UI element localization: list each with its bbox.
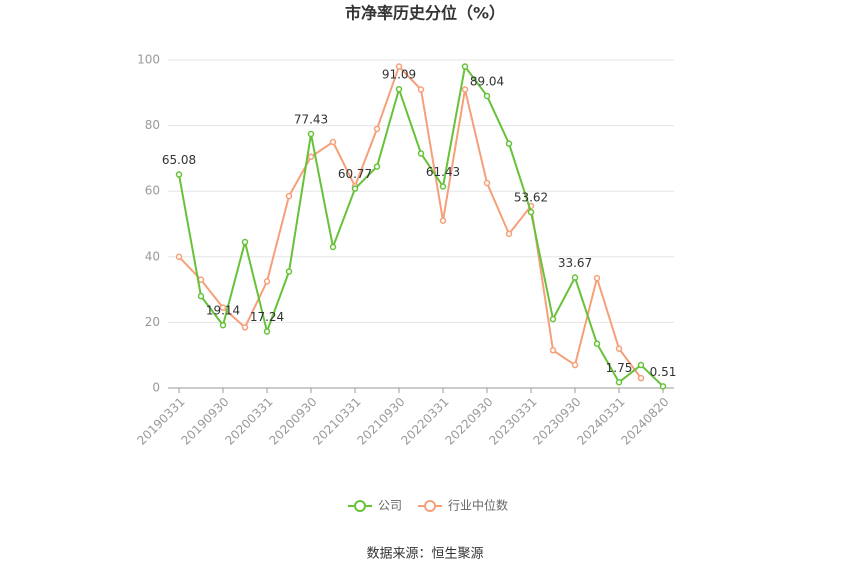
point xyxy=(483,179,491,187)
data-label: 91.09 xyxy=(382,68,416,82)
point xyxy=(417,86,425,93)
data-label: 89.04 xyxy=(470,74,504,88)
series-line xyxy=(178,64,664,388)
point xyxy=(571,274,579,281)
point xyxy=(549,315,557,323)
point xyxy=(219,321,227,329)
point xyxy=(637,374,645,382)
data-label: 60.77 xyxy=(338,167,372,181)
point xyxy=(395,63,403,70)
point xyxy=(351,185,359,192)
point xyxy=(527,208,535,216)
point xyxy=(483,92,491,100)
source: 数据来源：恒生聚源 xyxy=(366,547,483,562)
point xyxy=(373,125,381,133)
data-label: 17.24 xyxy=(250,310,284,324)
point xyxy=(197,292,205,300)
legend-marker xyxy=(424,500,437,512)
point xyxy=(659,383,667,390)
point xyxy=(615,345,623,352)
point xyxy=(263,328,271,335)
point xyxy=(417,150,425,157)
y-tick-label: 40 xyxy=(145,249,160,263)
data-label: 1.75 xyxy=(606,361,633,375)
point xyxy=(175,253,183,261)
point xyxy=(505,230,513,238)
point xyxy=(637,361,645,369)
y-tick-label: 100 xyxy=(137,53,160,67)
point xyxy=(263,278,271,285)
data-label: 33.67 xyxy=(558,256,592,270)
point xyxy=(285,268,293,275)
point xyxy=(329,243,337,251)
point xyxy=(439,217,447,224)
point xyxy=(175,171,183,178)
y-tick-label: 80 xyxy=(145,118,160,132)
data-label: 0.51 xyxy=(650,365,677,379)
data-label: 77.43 xyxy=(294,113,328,127)
point xyxy=(439,183,447,190)
point xyxy=(307,153,315,161)
point xyxy=(285,192,293,200)
point xyxy=(461,86,469,93)
series-line xyxy=(178,64,642,379)
point xyxy=(395,85,403,93)
legend-label: 行业中位数 xyxy=(448,498,508,513)
point xyxy=(571,361,579,369)
x-tick-label: 20240820 xyxy=(619,395,672,448)
data-label: 19.14 xyxy=(206,304,240,318)
data-label: 53.62 xyxy=(514,191,548,205)
point xyxy=(461,63,469,70)
point xyxy=(593,274,601,282)
point xyxy=(373,163,381,170)
point xyxy=(593,340,601,347)
data-label: 65.08 xyxy=(162,153,196,167)
point xyxy=(549,347,557,354)
point xyxy=(219,304,227,311)
point xyxy=(307,130,315,138)
y-tick-label: 0 xyxy=(152,381,160,395)
data-label: 61.43 xyxy=(426,165,460,179)
point xyxy=(241,324,249,331)
legend-marker xyxy=(354,500,366,512)
y-tick-label: 60 xyxy=(145,184,160,198)
point xyxy=(505,140,513,147)
point xyxy=(241,238,249,246)
y-tick-label: 20 xyxy=(145,315,160,329)
chart-title: 市净率历史分位（%） xyxy=(345,4,505,23)
legend-label: 公司 xyxy=(378,499,402,513)
point xyxy=(615,379,623,386)
point xyxy=(329,138,337,146)
